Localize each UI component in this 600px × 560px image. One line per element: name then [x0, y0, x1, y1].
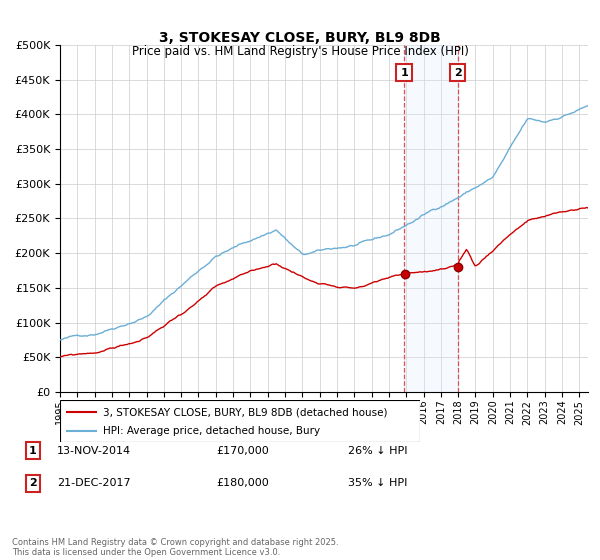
Text: 3, STOKESAY CLOSE, BURY, BL9 8DB: 3, STOKESAY CLOSE, BURY, BL9 8DB: [159, 31, 441, 45]
Text: £170,000: £170,000: [216, 446, 269, 456]
Text: 1: 1: [29, 446, 37, 456]
Text: Contains HM Land Registry data © Crown copyright and database right 2025.
This d: Contains HM Land Registry data © Crown c…: [12, 538, 338, 557]
Text: 2: 2: [454, 68, 461, 78]
Text: 2: 2: [29, 478, 37, 488]
Text: HPI: Average price, detached house, Bury: HPI: Average price, detached house, Bury: [103, 426, 320, 436]
Text: 21-DEC-2017: 21-DEC-2017: [57, 478, 131, 488]
FancyBboxPatch shape: [60, 400, 420, 442]
Text: 13-NOV-2014: 13-NOV-2014: [57, 446, 131, 456]
Bar: [404, 45, 458, 392]
Text: 35% ↓ HPI: 35% ↓ HPI: [348, 478, 407, 488]
Text: £180,000: £180,000: [216, 478, 269, 488]
Text: 1: 1: [400, 68, 408, 78]
Text: 26% ↓ HPI: 26% ↓ HPI: [348, 446, 407, 456]
Text: 3, STOKESAY CLOSE, BURY, BL9 8DB (detached house): 3, STOKESAY CLOSE, BURY, BL9 8DB (detach…: [103, 407, 388, 417]
Text: Price paid vs. HM Land Registry's House Price Index (HPI): Price paid vs. HM Land Registry's House …: [131, 45, 469, 58]
